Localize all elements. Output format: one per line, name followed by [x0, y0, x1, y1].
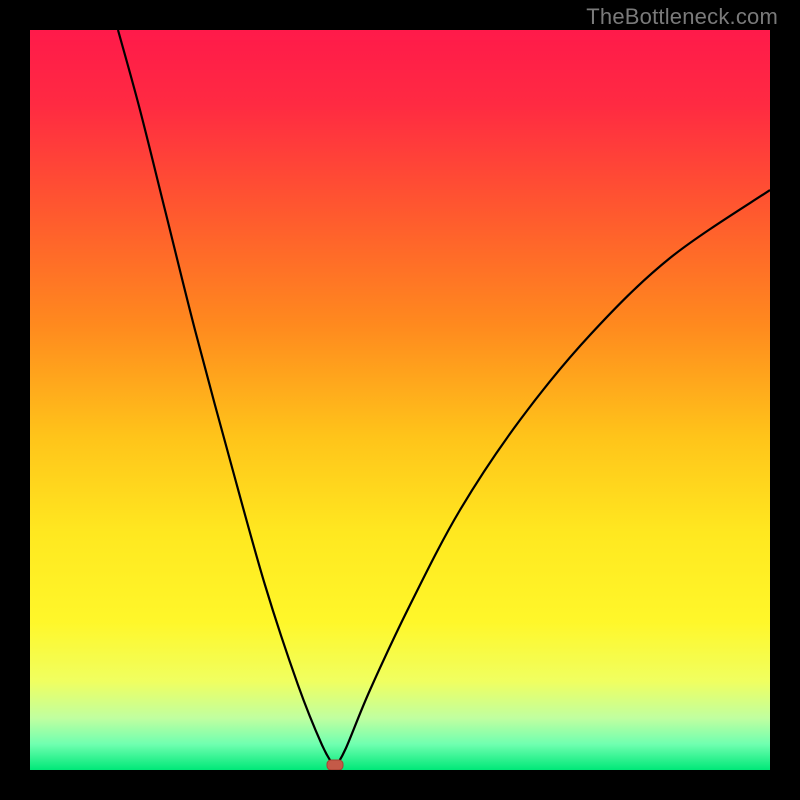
watermark-text: TheBottleneck.com: [586, 4, 778, 30]
chart-frame: TheBottleneck.com: [0, 0, 800, 800]
apex-marker: [327, 760, 343, 770]
plot-background-gradient: [30, 30, 770, 770]
bottleneck-chart: [0, 0, 800, 800]
